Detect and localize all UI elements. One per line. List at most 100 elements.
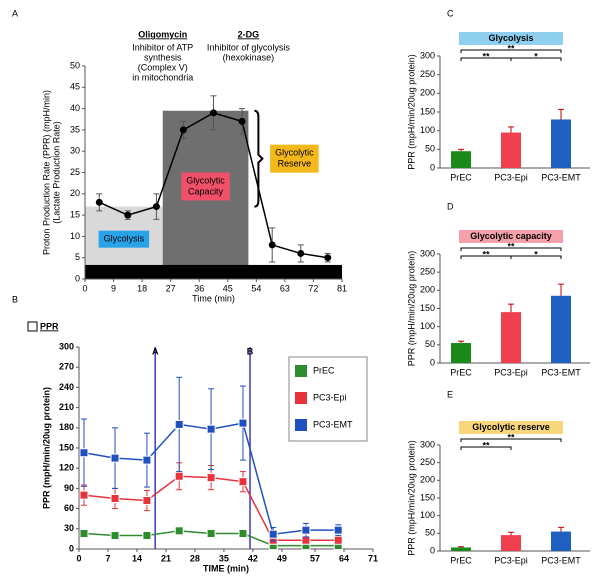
x-tick-label: 28: [190, 553, 200, 563]
y-axis-label: PPR (mpH/min/20ug protein): [41, 387, 51, 509]
reserve-label: Glycolytic: [275, 148, 314, 158]
chart-title: Glycolysis: [488, 33, 533, 43]
point: [301, 535, 311, 545]
x-axis-label: TIME (min): [203, 563, 249, 573]
y-tick-label: 210: [59, 402, 74, 412]
y-tick-label: 300: [59, 341, 74, 351]
x-tick-label: PrEC: [450, 555, 472, 565]
annotation-text: Inhibitor of glycolysis: [207, 42, 291, 52]
point: [238, 529, 248, 539]
point: [95, 198, 103, 206]
injection-label: B: [247, 346, 254, 356]
point: [238, 477, 248, 487]
y-tick-label: 300: [420, 248, 435, 258]
bar: [501, 132, 521, 168]
y-tick-label: 50: [425, 528, 435, 538]
x-tick-label: 27: [166, 283, 176, 293]
y-tick-label: 10: [70, 231, 80, 241]
bar: [451, 151, 471, 168]
panel-letter: A: [12, 8, 18, 18]
region-label: Capacity: [188, 186, 224, 196]
point: [297, 249, 305, 257]
y-tick-label: 15: [70, 209, 80, 219]
significance-bracket: [460, 446, 512, 450]
bar: [551, 531, 571, 551]
x-tick-label: PrEC: [450, 367, 472, 377]
reserve-label-box: [270, 144, 319, 173]
point: [142, 531, 152, 541]
region-label-box: [181, 172, 230, 201]
point: [79, 529, 89, 539]
y-tick-label: 270: [59, 362, 74, 372]
point: [268, 529, 278, 539]
legend-swatch: [295, 419, 307, 431]
y-axis-label: PPR (mpH/min/20ug protein): [406, 251, 416, 367]
y-tick-label: 20: [70, 188, 80, 198]
significance-label: *: [534, 249, 538, 259]
significance-bracket: [510, 57, 562, 61]
y-tick-label: 150: [420, 303, 435, 313]
y-tick-label: 0: [430, 357, 435, 367]
y-tick-label: 50: [70, 60, 80, 70]
y-axis-label: PPR (mpH/min/20ug protein): [406, 54, 416, 170]
x-tick-label: 7: [105, 553, 110, 563]
significance-label: **: [507, 432, 515, 442]
significance-bracket: [460, 438, 562, 442]
region-label-box: [98, 230, 150, 248]
x-tick-label: PC3-EMT: [541, 555, 581, 565]
reserve-bracket: [254, 109, 264, 208]
y-tick-label: 180: [59, 422, 74, 432]
y-tick-label: 300: [420, 50, 435, 60]
x-tick-label: PC3-Epi: [494, 367, 528, 377]
significance-bracket: [460, 49, 562, 53]
x-tick-label: PC3-EMT: [541, 172, 581, 182]
point: [152, 203, 160, 211]
significance-label: **: [482, 440, 490, 450]
baseline-band: [85, 264, 342, 279]
x-tick-label: 72: [308, 283, 318, 293]
y-tick-label: 30: [64, 523, 74, 533]
reserve-label: Reserve: [278, 159, 312, 169]
y-tick-label: 100: [420, 510, 435, 520]
title-box: [459, 421, 563, 434]
bar: [551, 119, 571, 168]
y-tick-label: 45: [70, 82, 80, 92]
point: [142, 455, 152, 465]
x-tick-label: PrEC: [450, 172, 472, 182]
y-tick-label: 250: [420, 457, 435, 467]
y-tick-label: 200: [420, 88, 435, 98]
chart-title: Glycolytic capacity: [470, 231, 552, 241]
point: [79, 490, 89, 500]
point: [174, 419, 184, 429]
y-axis-label: PPR (mpH/min/20ug protein): [406, 440, 416, 556]
title-box: [27, 321, 38, 332]
point: [301, 525, 311, 535]
y-tick-label: 250: [420, 69, 435, 79]
panel-letter: E: [447, 389, 453, 399]
y-tick-label: 5: [75, 252, 80, 262]
x-tick-label: 42: [248, 553, 258, 563]
bar: [551, 295, 571, 363]
point: [206, 424, 216, 434]
point: [110, 531, 120, 541]
point: [124, 211, 132, 219]
y-tick-label: 150: [420, 492, 435, 502]
x-tick-label: PC3-Epi: [494, 172, 528, 182]
significance-label: **: [482, 51, 490, 61]
annotation-title: 2-DG: [238, 29, 260, 39]
significance-label: **: [507, 43, 515, 53]
y-tick-label: 0: [69, 543, 74, 553]
significance-label: *: [534, 51, 538, 61]
significance-bracket: [510, 255, 562, 259]
bar: [501, 312, 521, 363]
legend-label: PC3-EMT: [313, 419, 353, 429]
region-label: Glycolysis: [104, 234, 145, 244]
baseline-label: Non-glycolytic Acidification: [160, 266, 266, 276]
bar: [451, 547, 471, 551]
legend-swatch: [295, 365, 307, 377]
y-tick-label: 200: [420, 285, 435, 295]
y-tick-label: 100: [420, 125, 435, 135]
x-tick-label: 36: [194, 283, 204, 293]
x-tick-label: PC3-EMT: [541, 367, 581, 377]
